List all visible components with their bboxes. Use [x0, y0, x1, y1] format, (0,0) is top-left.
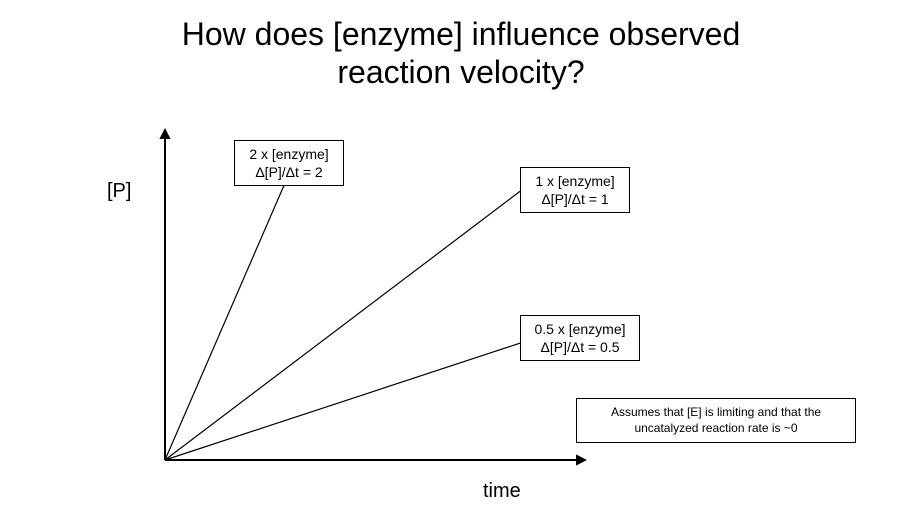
box1x-line2: Δ[P]/Δt = 1	[541, 191, 608, 207]
x-axis-arrow-icon	[576, 454, 587, 465]
chart-lines	[165, 160, 560, 460]
label-box-1x: 1 x [enzyme] Δ[P]/Δt = 1	[520, 167, 630, 213]
line-0.5x	[165, 330, 560, 460]
label-box-2x: 2 x [enzyme] Δ[P]/Δt = 2	[234, 140, 344, 186]
assumption-note: Assumes that [E] is limiting and that th…	[576, 398, 856, 443]
box05x-line2: Δ[P]/Δt = 0.5	[540, 339, 619, 355]
note-line2: uncatalyzed reaction rate is ~0	[634, 421, 797, 435]
y-axis-arrow-icon	[159, 128, 170, 139]
box2x-line1: 2 x [enzyme]	[249, 146, 328, 162]
box1x-line1: 1 x [enzyme]	[535, 173, 614, 189]
box05x-line1: 0.5 x [enzyme]	[534, 321, 625, 337]
box2x-line2: Δ[P]/Δt = 2	[255, 164, 322, 180]
line-2x	[165, 160, 295, 460]
note-line1: Assumes that [E] is limiting and that th…	[611, 405, 821, 419]
line-1x	[165, 180, 535, 460]
label-box-05x: 0.5 x [enzyme] Δ[P]/Δt = 0.5	[520, 315, 640, 361]
